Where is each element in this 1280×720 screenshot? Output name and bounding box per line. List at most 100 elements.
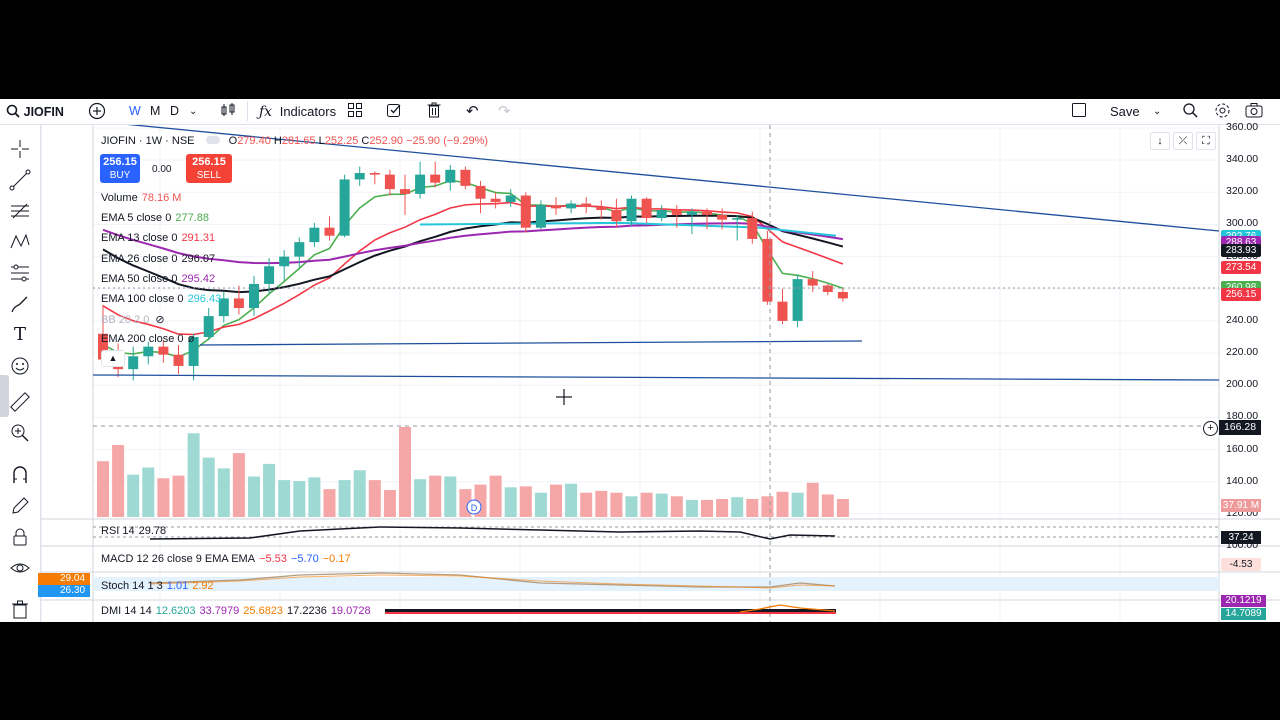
- templates-button[interactable]: [347, 102, 363, 121]
- remove-drawings-tool[interactable]: [8, 597, 32, 621]
- stoch-value-1: 1.01: [166, 580, 189, 592]
- square-icon: [1072, 103, 1086, 117]
- volume-bar: [429, 475, 442, 517]
- screenshot-button[interactable]: [1245, 102, 1263, 121]
- trendline-tool[interactable]: [8, 168, 32, 192]
- magnet-tool[interactable]: [8, 463, 32, 487]
- crosshair-tool[interactable]: [8, 137, 32, 161]
- ruler-tool[interactable]: [8, 390, 32, 414]
- volume-bar: [217, 468, 230, 517]
- fib-tool[interactable]: [8, 199, 32, 223]
- text-icon: T: [13, 324, 26, 345]
- ema50-line: [102, 222, 844, 265]
- volume-bar: [504, 487, 517, 517]
- search-icon: [1183, 103, 1198, 118]
- buy-button[interactable]: 256.15 BUY: [100, 154, 140, 183]
- volume-bar: [97, 461, 109, 517]
- volume-bar: [187, 433, 200, 517]
- close-value: 252.90: [369, 135, 404, 147]
- price-chart[interactable]: D: [0, 125, 1280, 622]
- icons-tool[interactable]: [8, 354, 32, 378]
- toolbar-collapse-handle[interactable]: [0, 375, 9, 417]
- layout-button[interactable]: [1071, 102, 1087, 121]
- save-button[interactable]: Save: [1110, 104, 1140, 119]
- support-trendline[interactable]: [92, 374, 1220, 381]
- interval-dropdown[interactable]: ⌄: [189, 102, 197, 121]
- volume-bar: [112, 445, 125, 517]
- quick-search-button[interactable]: [1182, 102, 1198, 121]
- camera-icon: [1245, 103, 1263, 118]
- indicators-button[interactable]: ƒx Indicators: [259, 102, 336, 121]
- settings-button[interactable]: [1214, 102, 1231, 121]
- candle-body: [249, 283, 259, 309]
- zoom-tool[interactable]: [8, 421, 32, 445]
- candle-body: [535, 205, 546, 228]
- stay-drawing-tool[interactable]: [8, 494, 32, 518]
- candle-body: [822, 285, 833, 292]
- add-alert-plus-icon[interactable]: +: [1203, 421, 1218, 436]
- symbol-search[interactable]: JIOFIN: [6, 102, 64, 121]
- chart-type-button[interactable]: [220, 102, 236, 121]
- candle-body: [807, 279, 818, 286]
- macd-value-1: −5.53: [259, 553, 287, 565]
- open-value: 279.40: [237, 135, 271, 147]
- ema26-label: EMA 26 close 0: [101, 253, 178, 265]
- interval-m-button[interactable]: M: [150, 104, 161, 118]
- eye-hidden-icon[interactable]: ⊘: [155, 314, 165, 326]
- zoom-in-icon: [11, 424, 29, 442]
- horizontal-support-line[interactable]: [199, 340, 863, 346]
- volume-bar: [172, 475, 185, 517]
- dmi-price-tag-1: 20.1219: [1221, 595, 1266, 607]
- volume-bar: [701, 499, 713, 517]
- fib-retracement-icon: [11, 203, 29, 219]
- interval-w-button[interactable]: W: [129, 104, 141, 118]
- dividend-marker[interactable]: [466, 499, 482, 515]
- text-tool[interactable]: T: [8, 323, 32, 347]
- pattern-tool[interactable]: [8, 230, 32, 254]
- market-status-icon: [205, 136, 220, 144]
- price-axis-tick: 360.00: [1226, 121, 1259, 133]
- compare-add-button[interactable]: [88, 102, 106, 121]
- scroll-down-button[interactable]: ↓: [1150, 132, 1170, 150]
- ema100-line: [419, 221, 837, 237]
- candle-body: [611, 209, 622, 222]
- ema200-label: EMA 200 close 0: [101, 333, 184, 345]
- visibility-tool[interactable]: [8, 556, 32, 580]
- redo-button[interactable]: ↷: [498, 102, 511, 121]
- price-tag: 273.54: [1221, 260, 1261, 274]
- candle-body: [158, 346, 169, 355]
- candle-body: [762, 238, 773, 302]
- macd-price-tag: -4.53: [1221, 558, 1261, 571]
- interval-d-button[interactable]: D: [170, 104, 180, 118]
- ema50-value: 295.42: [181, 273, 216, 285]
- undo-button[interactable]: ↶: [466, 102, 479, 121]
- forecast-tool[interactable]: [8, 261, 32, 285]
- descending-trendline[interactable]: [93, 125, 1220, 232]
- candle-body: [324, 227, 335, 236]
- save-dropdown[interactable]: ⌄: [1153, 102, 1161, 121]
- ema26-value: 296.07: [181, 253, 216, 265]
- candle-body: [717, 214, 728, 220]
- ema5-value: 277.88: [175, 212, 209, 224]
- dmi-adx-line: [385, 609, 836, 612]
- alert-button[interactable]: [386, 102, 402, 121]
- price-axis-tick: 200.00: [1226, 378, 1259, 391]
- candle-body: [173, 354, 184, 366]
- high-label: H: [273, 135, 282, 147]
- dmi-label: DMI 14 14: [101, 605, 152, 617]
- delete-button[interactable]: [427, 102, 441, 121]
- arrow-down-icon: ↓: [1157, 135, 1163, 147]
- candle-body: [369, 173, 380, 175]
- rsi-value: 29.78: [138, 525, 167, 537]
- sell-button[interactable]: 256.15 SELL: [186, 154, 232, 183]
- legend-collapse-button[interactable]: ▲: [101, 350, 125, 367]
- ema100-legend: EMA 100 close 0 296.43: [101, 293, 221, 305]
- volume-value: 78.16 M: [141, 192, 182, 204]
- maximize-pane-button[interactable]: ⛶: [1196, 132, 1216, 150]
- brush-tool[interactable]: [8, 292, 32, 316]
- volume-bar: [353, 470, 366, 517]
- lock-tool[interactable]: [8, 525, 32, 549]
- top-toolbar: JIOFIN W M D ⌄ ƒx Indicators ↶ ↷ Save: [0, 99, 1280, 125]
- collapse-pane-button[interactable]: ⤫: [1173, 132, 1193, 150]
- volume-price-tag: 37.91 M: [1221, 499, 1261, 512]
